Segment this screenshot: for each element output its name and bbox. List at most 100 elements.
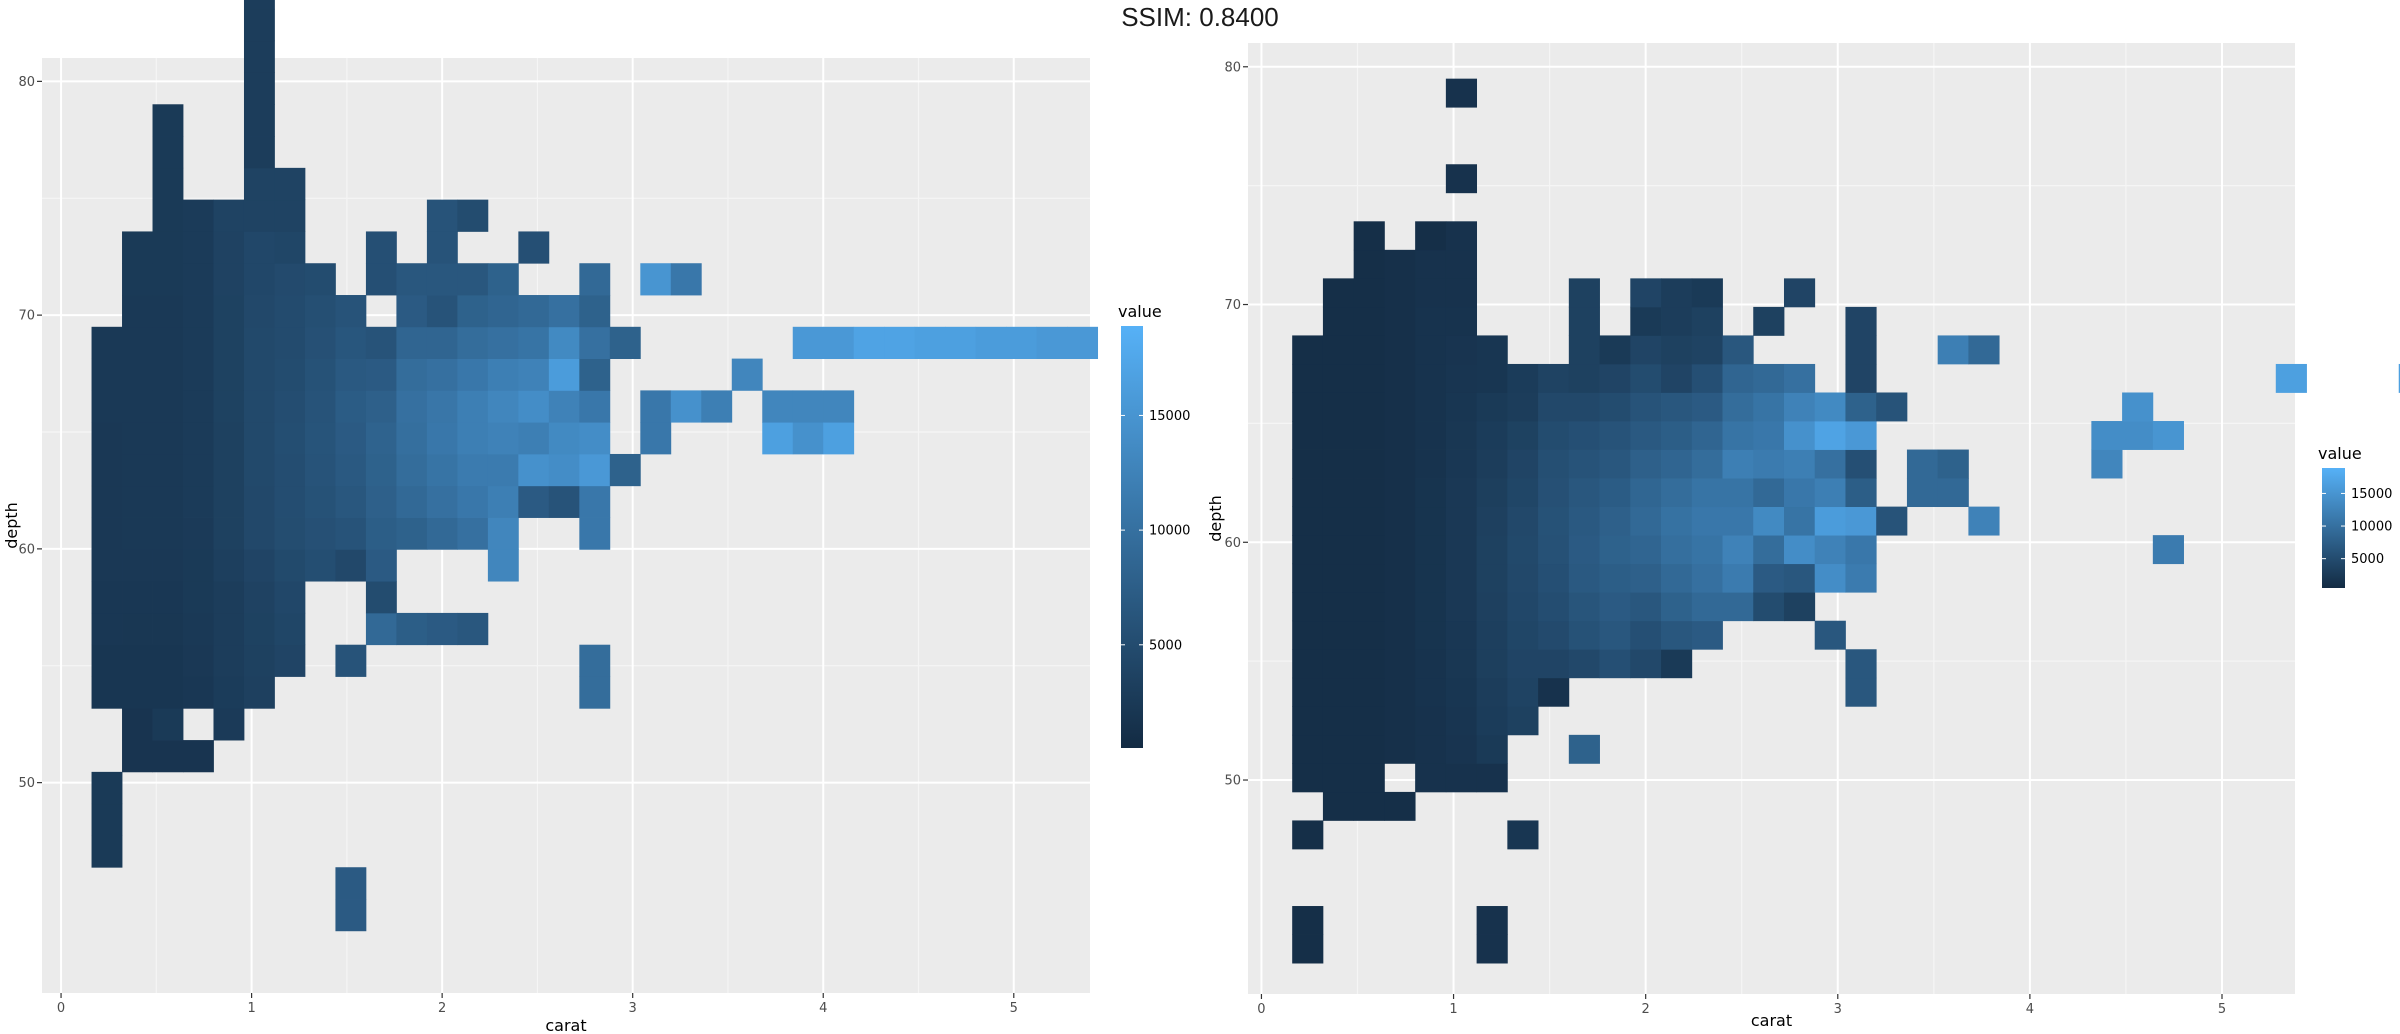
heatmap-cell [1292, 763, 1324, 793]
heatmap-cell [1661, 363, 1693, 393]
heatmap-cell [579, 422, 611, 455]
heatmap-cell [1783, 449, 1816, 479]
heatmap-cell [426, 231, 458, 264]
heatmap-cell [1507, 620, 1539, 650]
heatmap-cell [91, 517, 123, 550]
heatmap-cell [122, 453, 153, 487]
heatmap-cell [213, 390, 245, 423]
heatmap-cell [1292, 506, 1324, 536]
legend-tick-label: 15000 [1149, 409, 1190, 424]
heatmap-cell [518, 295, 550, 328]
heatmap-cell [1067, 326, 1099, 359]
heatmap-cell [1661, 306, 1693, 336]
heatmap-cell [1322, 592, 1355, 622]
heatmap-cell [1292, 335, 1324, 365]
y-tick-label: 60 [18, 542, 35, 557]
heatmap-cell [1415, 392, 1447, 422]
heatmap-cell [487, 485, 519, 518]
heatmap-cell [1845, 421, 1877, 450]
heatmap-cell [152, 358, 184, 391]
heatmap-cell [975, 326, 1007, 359]
heatmap-cell [243, 390, 275, 423]
heatmap-cell [1507, 706, 1539, 736]
heatmap-cell [792, 422, 824, 455]
heatmap-cell [243, 358, 275, 391]
heatmap-cell [457, 390, 489, 423]
heatmap-cell [1476, 934, 1508, 964]
heatmap-cell [122, 517, 153, 550]
heatmap-cell [243, 517, 275, 550]
heatmap-cell [1599, 506, 1631, 536]
heatmap-cell [304, 295, 336, 328]
y-axis-title: depth [2, 502, 21, 549]
x-tick-label: 1 [247, 1001, 255, 1016]
heatmap-cell [914, 326, 946, 359]
heatmap-cell [640, 390, 672, 423]
heatmap-cell [1415, 706, 1447, 736]
heatmap-cell [243, 326, 275, 359]
heatmap-cell [518, 326, 550, 359]
heatmap-cell [1445, 734, 1478, 764]
heatmap-cell [1568, 734, 1600, 764]
heatmap-cell [762, 390, 794, 423]
heatmap-cell [1630, 592, 1662, 622]
heatmap-cell [1630, 478, 1662, 508]
heatmap-cell [1661, 478, 1693, 508]
heatmap-cell [1384, 734, 1416, 764]
heatmap-cell [1568, 649, 1600, 679]
heatmap-cell [1814, 563, 1846, 593]
heatmap-cell [1568, 592, 1600, 622]
heatmap-cell [1353, 478, 1385, 508]
heatmap-cell [1568, 620, 1600, 650]
heatmap-cell [1568, 421, 1600, 450]
heatmap-cell [426, 326, 458, 359]
heatmap-cell [1353, 620, 1385, 650]
heatmap-cell [304, 326, 336, 359]
heatmap-cell [1322, 478, 1355, 508]
heatmap-cell [335, 517, 367, 550]
heatmap-cell [1753, 506, 1785, 536]
legend-title: value [1118, 302, 1162, 321]
heatmap-cell [1292, 706, 1324, 736]
heatmap-cell [1353, 335, 1385, 365]
heatmap-cell [91, 390, 123, 423]
heatmap-cell [304, 358, 336, 391]
y-tick-label: 50 [18, 776, 35, 791]
heatmap-cell [183, 422, 214, 455]
heatmap-cell [762, 422, 794, 455]
heatmap-cell [1353, 249, 1385, 279]
heatmap-cell [1753, 449, 1785, 479]
heatmap-cell [274, 549, 306, 582]
heatmap-cell [1599, 563, 1631, 593]
heatmap-cell [1630, 620, 1662, 650]
heatmap-cell [457, 263, 489, 296]
heatmap-cell [1445, 449, 1478, 479]
heatmap-cell [122, 644, 153, 677]
heatmap-cell [1937, 478, 1969, 508]
heatmap-cell [426, 390, 458, 423]
heatmap-cell [1353, 221, 1385, 251]
heatmap-cell [335, 549, 367, 582]
heatmap-cell [396, 263, 428, 296]
heatmap-cell [1814, 506, 1846, 536]
heatmap-cell [152, 676, 184, 709]
heatmap-cell [1384, 335, 1416, 365]
x-tick-label: 2 [438, 1001, 446, 1016]
heatmap-cell [518, 390, 550, 423]
heatmap-cell [213, 676, 245, 709]
heatmap-cell [1538, 506, 1570, 536]
heatmap-cell [183, 390, 214, 423]
heatmap-cell [1753, 592, 1785, 622]
heatmap-cell [1814, 449, 1846, 479]
heatmap-cell [274, 485, 306, 518]
heatmap-cell [1415, 306, 1447, 336]
heatmap-cell [183, 485, 214, 518]
heatmap-cell [548, 453, 580, 487]
heatmap-cell [122, 708, 153, 741]
heatmap-cell [1476, 449, 1508, 479]
heatmap-cell [1599, 363, 1631, 393]
heatmap-cell [1445, 164, 1478, 194]
heatmap-cell [823, 390, 855, 423]
heatmap-cell [1691, 535, 1723, 565]
heatmap-cell [1353, 392, 1385, 422]
